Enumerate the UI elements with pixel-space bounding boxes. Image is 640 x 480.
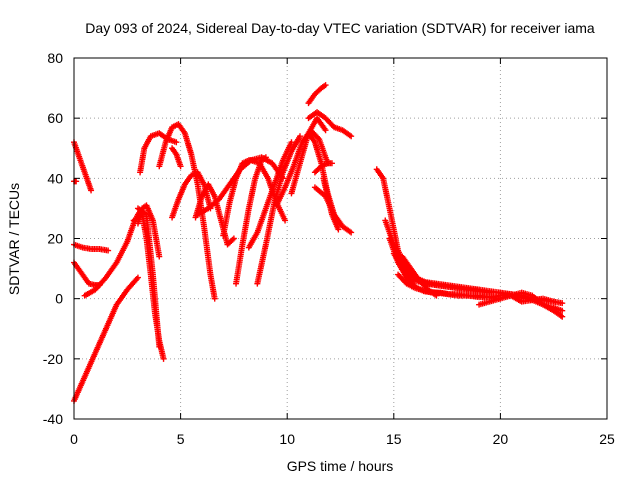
data-point <box>322 82 329 89</box>
data-point <box>559 307 566 314</box>
data-point <box>559 313 566 320</box>
y-tick-label-5: 60 <box>47 110 63 126</box>
series-arc-08 <box>134 205 163 350</box>
data-point <box>229 236 236 243</box>
series-arc-17 <box>233 154 269 287</box>
data-point <box>296 133 303 140</box>
y-tick-label-6: 80 <box>47 50 63 66</box>
series-arc-24 <box>305 82 329 107</box>
x-tick-label-4: 20 <box>493 431 509 447</box>
series-arc-25 <box>305 109 355 140</box>
series-arc-36 <box>497 289 557 305</box>
data-point <box>177 163 184 170</box>
series-arc-09 <box>134 202 163 260</box>
series-arc-03 <box>71 241 112 254</box>
series-arc-34 <box>399 253 440 299</box>
plot-frame <box>73 57 608 420</box>
y-axis-label: SDTVAR / TECUs <box>6 183 22 295</box>
data-point <box>328 160 335 167</box>
chart-title: Day 093 of 2024, Sidereal Day-to-day VTE… <box>85 20 595 36</box>
series-arc-35 <box>476 289 566 320</box>
series-arc-04 <box>71 259 103 289</box>
data-point <box>211 295 218 302</box>
x-tick-label-2: 10 <box>279 431 295 447</box>
data-point <box>88 187 95 194</box>
series-arc-22 <box>288 115 329 197</box>
series-arc-13 <box>169 169 214 221</box>
data-point <box>173 139 180 146</box>
x-axis-ticks: 0 5 10 15 20 25 <box>70 58 615 447</box>
data-point <box>348 133 355 140</box>
x-tick-label-5: 25 <box>599 431 615 447</box>
series-arc-20 <box>254 133 303 287</box>
series-arc-16 <box>220 157 257 239</box>
data-point <box>156 343 163 350</box>
x-tick-label-1: 5 <box>177 431 185 447</box>
series-arc-02 <box>71 178 80 185</box>
x-tick-label-0: 0 <box>70 431 78 447</box>
data-point <box>156 253 163 260</box>
series-arc-12 <box>169 145 184 170</box>
series-arc-11 <box>156 121 218 302</box>
series-arc-19 <box>245 139 295 251</box>
y-tick-label-4: 40 <box>47 170 63 186</box>
data-point <box>282 217 289 224</box>
data-point <box>335 226 342 233</box>
data-point <box>559 300 566 307</box>
data-point <box>105 247 112 254</box>
y-axis-ticks: -40 -20 0 20 40 60 80 <box>43 50 607 427</box>
y-tick-label-2: 0 <box>55 291 63 307</box>
series-arc-01 <box>71 139 95 194</box>
gridlines <box>74 58 607 419</box>
y-tick-label-0: -40 <box>43 411 63 427</box>
data-point <box>134 274 141 281</box>
data-marks <box>71 82 566 404</box>
x-axis-label: GPS time / hours <box>287 458 394 474</box>
y-tick-label-1: -20 <box>43 351 63 367</box>
data-point <box>262 154 269 161</box>
data-point <box>230 235 237 242</box>
data-point <box>550 298 557 305</box>
data-point <box>160 355 167 362</box>
series-arc-10 <box>137 130 180 176</box>
data-point <box>348 229 355 236</box>
series-arc-21 <box>273 127 331 209</box>
data-point <box>322 127 329 134</box>
data-point <box>433 292 440 299</box>
x-tick-label-3: 15 <box>386 431 402 447</box>
series-arc-28 <box>320 175 342 233</box>
data-point <box>314 134 321 141</box>
series-arc-27 <box>311 184 355 236</box>
series-arc-05 <box>71 274 141 404</box>
series-arc-26 <box>311 160 335 176</box>
y-tick-label-3: 20 <box>47 231 63 247</box>
